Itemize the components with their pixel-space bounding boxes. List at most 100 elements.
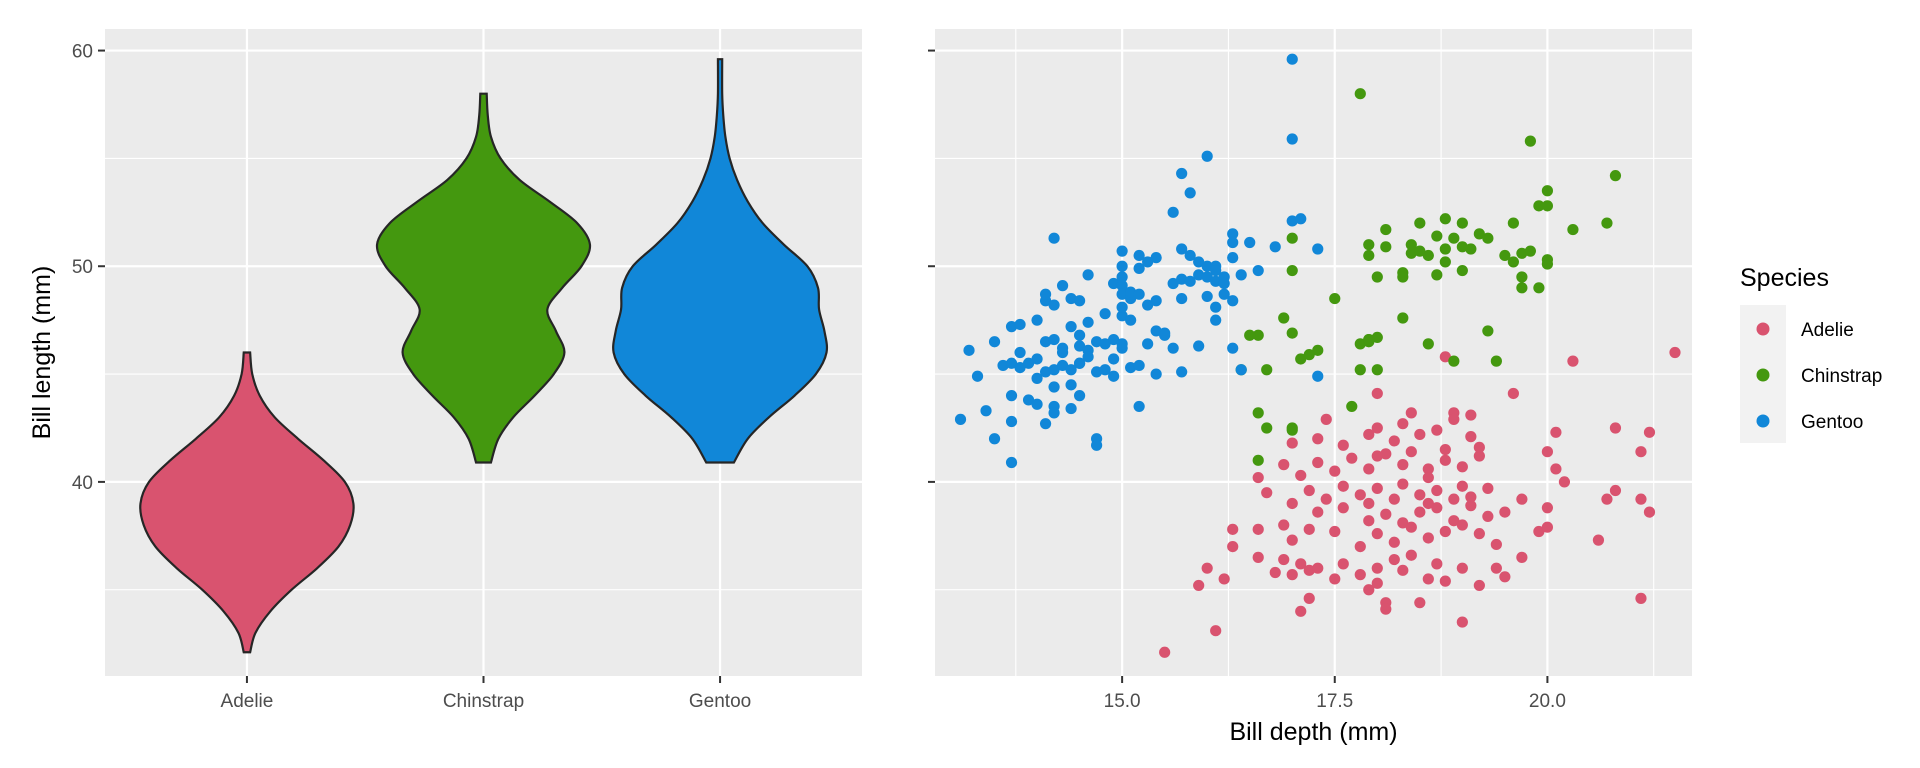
point-adelie	[1388, 493, 1400, 505]
point-adelie	[1507, 387, 1519, 400]
point-adelie	[1550, 463, 1562, 475]
point-adelie	[1635, 592, 1647, 604]
point-adelie	[1448, 493, 1460, 505]
point-adelie	[1439, 351, 1451, 363]
point-adelie	[1422, 497, 1434, 510]
point-adelie	[1295, 605, 1307, 617]
point-gentoo	[1235, 269, 1247, 281]
point-adelie	[1363, 515, 1375, 527]
point-adelie	[1456, 562, 1468, 574]
point-adelie	[1354, 569, 1366, 581]
point-gentoo	[1082, 269, 1094, 281]
point-gentoo	[1269, 241, 1281, 253]
violin-chinstrap	[375, 92, 592, 464]
point-adelie	[1320, 413, 1332, 425]
point-adelie	[1456, 461, 1468, 473]
point-adelie	[1567, 355, 1579, 367]
point-chinstrap	[1456, 217, 1468, 229]
point-chinstrap	[1414, 245, 1426, 257]
point-chinstrap	[1252, 407, 1264, 419]
point-chinstrap	[1533, 282, 1545, 294]
point-chinstrap	[1244, 329, 1256, 341]
point-adelie	[1482, 510, 1494, 523]
point-adelie	[1286, 534, 1298, 546]
point-gentoo	[1210, 301, 1222, 313]
point-gentoo	[1048, 299, 1060, 311]
point-chinstrap	[1261, 422, 1273, 434]
point-gentoo	[1116, 310, 1128, 322]
point-adelie	[1473, 441, 1485, 453]
point-adelie	[1252, 523, 1264, 535]
point-chinstrap	[1507, 256, 1519, 268]
violin-y-axis-title: Bill length (mm)	[28, 266, 56, 440]
point-adelie	[1312, 562, 1324, 574]
point-adelie	[1312, 456, 1324, 469]
point-chinstrap	[1278, 312, 1290, 324]
point-gentoo	[1099, 308, 1111, 320]
point-gentoo	[1073, 329, 1086, 341]
point-gentoo	[1073, 340, 1086, 352]
point-gentoo	[1312, 370, 1324, 382]
point-gentoo	[1048, 407, 1060, 419]
point-chinstrap	[1286, 232, 1298, 244]
point-adelie	[1303, 484, 1315, 497]
point-adelie	[1422, 471, 1434, 484]
point-adelie	[1346, 452, 1358, 464]
point-chinstrap	[1252, 454, 1264, 466]
point-gentoo	[1184, 275, 1196, 287]
point-gentoo	[954, 413, 967, 425]
point-chinstrap	[1448, 355, 1460, 367]
point-gentoo	[1056, 359, 1069, 372]
point-gentoo	[1099, 338, 1111, 350]
point-adelie	[1431, 558, 1443, 570]
point-gentoo	[1167, 277, 1179, 290]
point-gentoo	[1056, 342, 1069, 354]
point-gentoo	[1116, 288, 1128, 300]
point-adelie	[1388, 553, 1400, 566]
point-gentoo	[1193, 269, 1205, 281]
point-gentoo	[1133, 359, 1145, 372]
point-adelie	[1363, 497, 1375, 510]
point-gentoo	[988, 433, 1001, 445]
point-gentoo	[1159, 329, 1171, 341]
point-adelie	[1363, 428, 1375, 441]
point-gentoo	[1048, 381, 1060, 393]
point-gentoo	[1116, 338, 1128, 350]
point-gentoo	[1142, 338, 1154, 350]
point-adelie	[1516, 551, 1528, 563]
point-gentoo	[1082, 351, 1094, 363]
point-adelie	[1295, 469, 1307, 482]
point-adelie	[1465, 500, 1477, 512]
point-gentoo	[1005, 321, 1018, 333]
point-gentoo	[1031, 372, 1043, 384]
point-gentoo	[1108, 333, 1120, 346]
point-adelie	[1448, 413, 1460, 425]
point-chinstrap	[1422, 249, 1434, 262]
point-adelie	[1278, 459, 1290, 471]
point-chinstrap	[1499, 249, 1511, 262]
point-chinstrap	[1465, 243, 1477, 255]
point-gentoo	[1142, 256, 1154, 268]
point-adelie	[1286, 497, 1298, 510]
point-chinstrap	[1286, 424, 1298, 436]
point-adelie	[1388, 536, 1400, 548]
point-chinstrap	[1371, 364, 1383, 376]
scatter-y-axis	[928, 49, 935, 483]
point-gentoo	[1108, 277, 1120, 290]
point-chinstrap	[1371, 271, 1383, 283]
point-gentoo	[1167, 342, 1179, 354]
point-adelie	[1371, 387, 1383, 400]
point-gentoo	[1108, 353, 1120, 365]
point-adelie	[1414, 506, 1426, 518]
point-gentoo	[1065, 364, 1077, 376]
point-chinstrap	[1329, 292, 1341, 305]
point-adelie	[1414, 489, 1426, 501]
point-adelie	[1414, 428, 1426, 441]
point-adelie	[1295, 558, 1307, 570]
point-gentoo	[1286, 133, 1298, 145]
point-adelie	[1405, 407, 1417, 419]
point-adelie	[1261, 487, 1273, 499]
point-adelie	[1592, 534, 1605, 546]
point-gentoo	[1244, 236, 1256, 249]
point-gentoo	[1116, 271, 1128, 283]
